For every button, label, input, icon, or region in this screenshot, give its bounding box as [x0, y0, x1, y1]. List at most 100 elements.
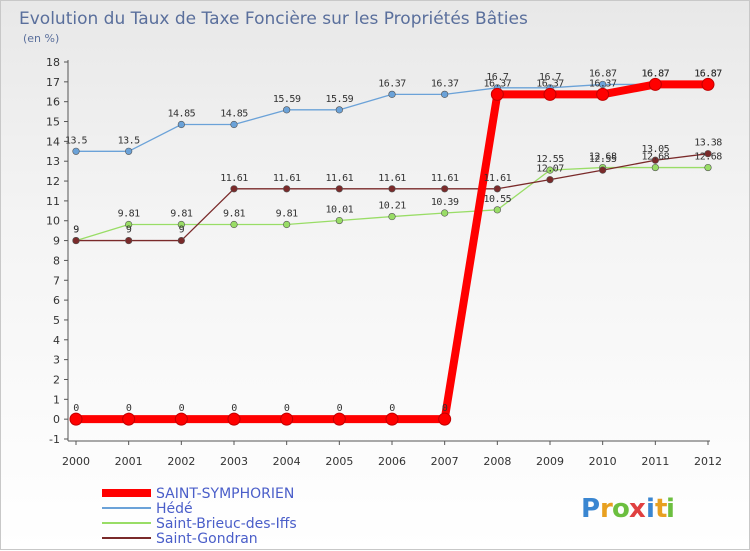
- data-label: 13.05: [642, 144, 670, 155]
- x-tick-label: 2003: [220, 455, 248, 468]
- data-label: 0: [389, 403, 395, 414]
- y-tick-label: 13: [46, 155, 60, 168]
- data-point: [230, 185, 238, 193]
- data-point: [704, 163, 712, 172]
- y-tick-label: 1: [53, 393, 60, 406]
- x-tick-label: 2000: [62, 455, 90, 468]
- y-tick-label: 0: [53, 413, 60, 426]
- labels-saint-gondran: 9 9 911.61 11.61 11.61 11.61 11.61 11.6112.0712…: [73, 138, 723, 236]
- data-point: [177, 120, 185, 129]
- data-label: 9.81: [118, 209, 141, 220]
- y-tick-label: -1: [49, 433, 60, 446]
- data-label: 16.37: [536, 78, 564, 89]
- x-tick-label: 2006: [378, 455, 406, 468]
- data-label: 9: [126, 225, 132, 236]
- data-point: [388, 212, 396, 221]
- data-point: [72, 147, 80, 155]
- series-line-saint-gondran: [75, 153, 709, 242]
- data-label: 0: [231, 403, 237, 414]
- data-point: [438, 412, 452, 426]
- data-point: [599, 166, 607, 174]
- logo-letter: r: [600, 494, 613, 524]
- data-label: 10.01: [326, 205, 354, 216]
- data-label: 12.55: [589, 154, 617, 165]
- logo-letter: t: [655, 494, 667, 524]
- data-point: [227, 412, 241, 426]
- data-label: 11.61: [378, 173, 406, 184]
- x-tick-label: 2008: [483, 455, 511, 468]
- y-tick-label: 3: [53, 354, 60, 367]
- logo-letter: x: [629, 494, 646, 524]
- data-point: [122, 412, 136, 426]
- logo-letter: o: [612, 494, 630, 524]
- legend-label: Saint-Brieuc-des-Iffs: [156, 516, 297, 532]
- x-tick-label: 2005: [325, 455, 353, 468]
- data-label: 0: [73, 403, 79, 414]
- data-label: 9: [73, 225, 79, 236]
- y-tick-label: 2: [53, 373, 60, 386]
- logo-letter: i: [646, 494, 655, 524]
- data-point: [125, 147, 133, 155]
- legend: SAINT-SYMPHORIENHédéSaint-Brieuc-des-Iff…: [102, 486, 297, 547]
- data-point: [441, 90, 449, 98]
- series-line-saint-symphorien: [72, 80, 712, 424]
- y-tick-label: 12: [46, 175, 60, 188]
- data-point: [704, 150, 712, 158]
- series-h-d-: [72, 80, 712, 155]
- y-tick-label: 4: [53, 334, 60, 347]
- y-tick-label: 7: [53, 274, 60, 287]
- data-label: 12.68: [642, 152, 670, 163]
- legend-label: Saint-Gondran: [156, 531, 258, 547]
- data-label: 14.85: [168, 109, 196, 120]
- data-point: [493, 206, 501, 214]
- data-label: 11.61: [273, 173, 301, 184]
- data-label: 13.5: [118, 135, 141, 146]
- data-label: 0: [337, 403, 343, 414]
- data-label: 0: [442, 403, 448, 414]
- data-point: [125, 236, 133, 245]
- y-tick-label: 5: [53, 314, 60, 327]
- data-point: [335, 106, 343, 114]
- data-point: [283, 106, 291, 114]
- data-point: [490, 87, 504, 101]
- data-point: [546, 176, 554, 184]
- data-point: [648, 77, 662, 91]
- x-tick-label: 2004: [273, 455, 301, 468]
- data-point: [441, 209, 449, 217]
- logo-letter: i: [666, 494, 675, 524]
- y-tick-label: 14: [46, 135, 60, 148]
- data-label: 9.81: [170, 209, 193, 220]
- data-label: 10.39: [431, 197, 459, 208]
- y-tick-label: 18: [46, 56, 60, 69]
- data-point: [230, 220, 238, 229]
- x-tick-label: 2001: [115, 455, 143, 468]
- chart-subtitle: (en %): [23, 32, 59, 45]
- data-label: 10.55: [484, 194, 512, 205]
- data-point: [651, 163, 659, 172]
- data-point: [177, 236, 185, 245]
- data-label: 16.87: [642, 68, 670, 79]
- data-label: 12.55: [536, 154, 564, 165]
- data-point: [493, 185, 501, 193]
- data-label: 11.61: [326, 173, 354, 184]
- data-point: [335, 185, 343, 193]
- data-point: [651, 156, 659, 164]
- data-point: [283, 220, 291, 229]
- data-label: 16.37: [431, 78, 459, 89]
- data-label: 16.87: [589, 68, 617, 79]
- y-tick-label: 10: [46, 215, 60, 228]
- y-tick-label: 8: [53, 254, 60, 267]
- legend-label: Hédé: [156, 501, 193, 517]
- logo-letter: P: [581, 494, 600, 524]
- y-tick-label: 11: [46, 195, 60, 208]
- data-label: 0: [284, 403, 290, 414]
- data-label: 16.37: [378, 78, 406, 89]
- data-label: 16.87: [642, 68, 670, 79]
- data-point: [385, 412, 399, 426]
- data-point: [335, 216, 343, 225]
- data-label: 11.61: [431, 173, 459, 184]
